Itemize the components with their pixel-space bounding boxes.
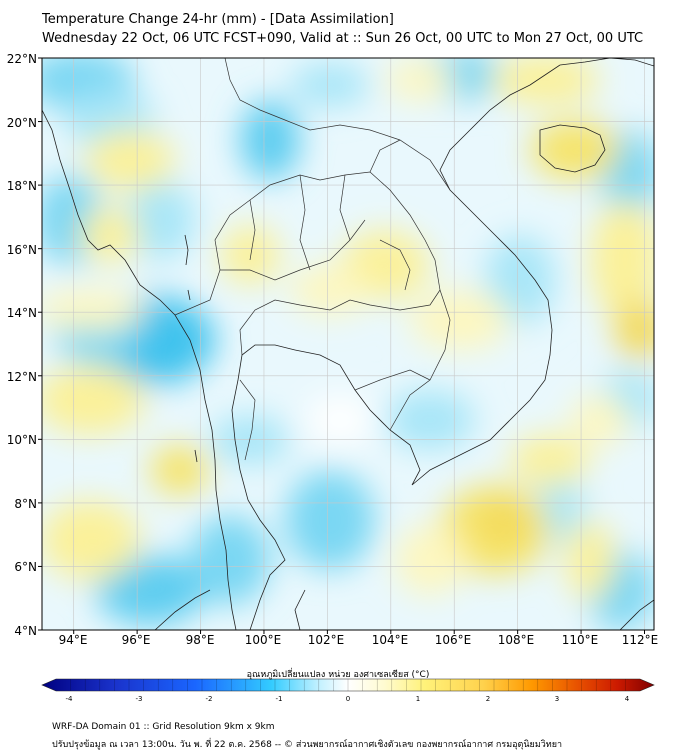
colorbar-tick: 1 [415,695,421,703]
footer-credit: ปรับปรุงข้อมูล ณ เวลา 13:00น. วัน พ. ที่… [52,740,563,750]
colorbar-tick: -1 [275,695,283,703]
lat-label-16: 16°N [6,243,37,257]
lon-label-112: 112°E [621,633,659,647]
lon-label-108: 108°E [497,633,535,647]
lat-label-6: 6°N [14,560,37,574]
colorbar-ramp [41,678,655,692]
temperature-field [42,58,654,630]
lat-label-14: 14°N [6,306,37,320]
map-subtitle: Wednesday 22 Oct, 06 UTC FCST+090, Valid… [42,31,644,46]
lat-label-4: 4°N [14,624,37,638]
lat-label-12: 12°N [6,370,37,384]
lat-label-8: 8°N [14,497,37,511]
lon-label-102: 102°E [307,633,345,647]
colorbar-tick: 4 [624,695,630,703]
map-title: Temperature Change 24-hr (mm) - [Data As… [42,12,394,27]
lon-label-96: 96°E [121,633,151,647]
lat-label-18: 18°N [6,179,37,193]
axis-ticks [38,57,645,634]
lat-label-22: 22°N [6,52,37,66]
lon-label-100: 100°E [244,633,282,647]
colorbar [41,678,655,692]
footer-model-info: WRF-DA Domain 01 :: Grid Resolution 9km … [52,722,275,732]
province-borders [174,58,451,461]
colorbar-tick: 3 [554,695,560,703]
colorbar-tick: 0 [345,695,351,703]
map-grid [42,57,654,631]
lon-label-94: 94°E [58,633,88,647]
plot-frame [41,57,655,631]
lat-label-20: 20°N [6,116,37,130]
lon-label-106: 106°E [434,633,472,647]
colorbar-tick: -4 [65,695,73,703]
colorbar-tick: -2 [205,695,213,703]
lon-label-110: 110°E [561,633,599,647]
colorbar-tick: -3 [135,695,143,703]
colorbar-divisions [70,679,626,691]
lon-label-104: 104°E [371,633,409,647]
lon-label-98: 98°E [185,633,215,647]
lat-label-10: 10°N [6,433,37,447]
colorbar-label: อุณหภูมิเปลี่ยนแปลง หน่วย องศาเซลเซียส (… [246,670,430,680]
colorbar-tick: 2 [485,695,491,703]
